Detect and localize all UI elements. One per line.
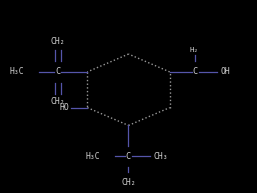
Text: C: C (193, 67, 198, 76)
Text: OH: OH (220, 67, 230, 76)
Text: CH₃: CH₃ (153, 152, 168, 161)
Text: C: C (55, 67, 60, 76)
Text: HO: HO (59, 103, 69, 112)
Text: H₃C: H₃C (85, 152, 100, 161)
Text: CH₂: CH₂ (50, 97, 65, 106)
Text: H₂: H₂ (190, 47, 199, 53)
Text: CH₂: CH₂ (121, 178, 136, 187)
Text: H₃C: H₃C (9, 67, 24, 76)
Text: CH₂: CH₂ (50, 37, 65, 47)
Text: C: C (126, 152, 131, 161)
